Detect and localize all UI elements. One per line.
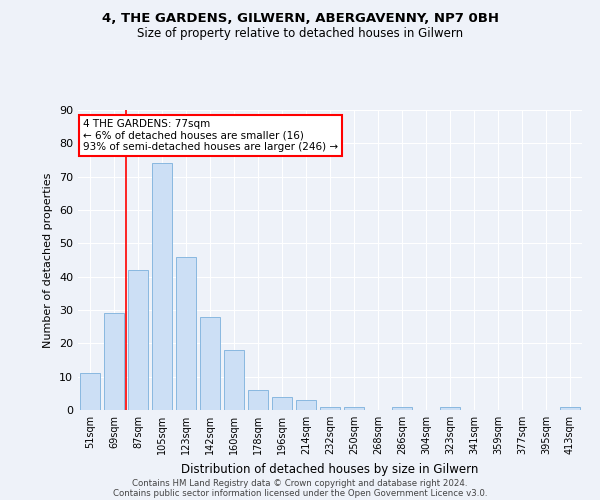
Bar <box>560 406 580 410</box>
Bar <box>152 164 172 410</box>
Bar <box>224 350 244 410</box>
Bar <box>272 396 292 410</box>
Bar <box>248 390 268 410</box>
Bar <box>392 406 412 410</box>
Text: Contains public sector information licensed under the Open Government Licence v3: Contains public sector information licen… <box>113 488 487 498</box>
Bar <box>80 374 100 410</box>
X-axis label: Distribution of detached houses by size in Gilwern: Distribution of detached houses by size … <box>181 462 479 475</box>
Bar <box>344 406 364 410</box>
Y-axis label: Number of detached properties: Number of detached properties <box>43 172 53 348</box>
Bar <box>440 406 460 410</box>
Bar <box>320 406 340 410</box>
Bar <box>104 314 124 410</box>
Text: Size of property relative to detached houses in Gilwern: Size of property relative to detached ho… <box>137 28 463 40</box>
Text: Contains HM Land Registry data © Crown copyright and database right 2024.: Contains HM Land Registry data © Crown c… <box>132 478 468 488</box>
Bar <box>176 256 196 410</box>
Bar <box>296 400 316 410</box>
Bar <box>128 270 148 410</box>
Text: 4, THE GARDENS, GILWERN, ABERGAVENNY, NP7 0BH: 4, THE GARDENS, GILWERN, ABERGAVENNY, NP… <box>101 12 499 26</box>
Text: 4 THE GARDENS: 77sqm
← 6% of detached houses are smaller (16)
93% of semi-detach: 4 THE GARDENS: 77sqm ← 6% of detached ho… <box>83 119 338 152</box>
Bar <box>200 316 220 410</box>
